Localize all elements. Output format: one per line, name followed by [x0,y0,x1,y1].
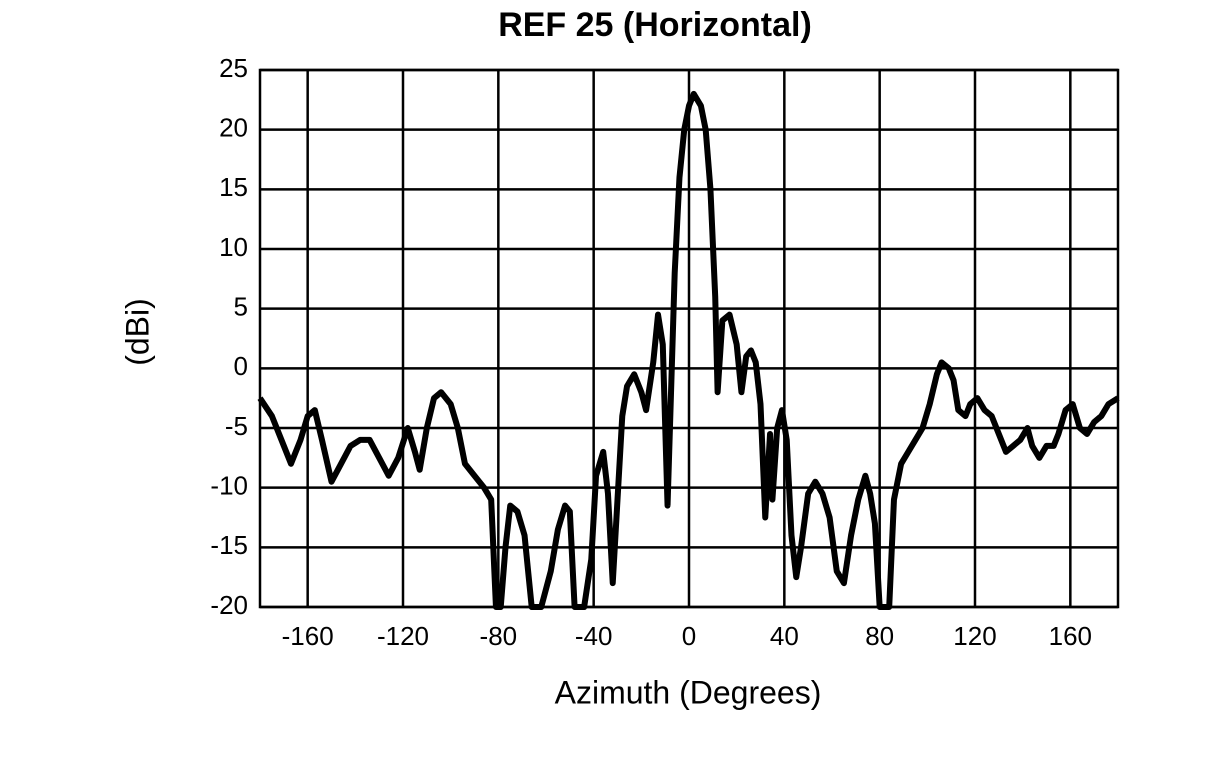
y-axis-label: (dBi) [119,298,155,366]
y-tick-label: 25 [219,53,248,83]
x-axis-label: Azimuth (Degrees) [555,674,822,710]
y-tick-label: 20 [219,113,248,143]
x-tick-label: -80 [480,621,518,651]
chart-title: REF 25 (Horizontal) [498,6,812,44]
y-tick-label: 10 [219,232,248,262]
y-tick-label: -10 [210,471,248,501]
y-tick-label: 0 [234,351,248,381]
x-tick-label: 120 [953,621,996,651]
x-tick-label: 0 [682,621,696,651]
x-tick-label: -120 [377,621,429,651]
y-tick-label: -5 [225,411,248,441]
data-line [257,90,1120,610]
x-tick-label: 40 [770,621,799,651]
x-tick-label: -160 [282,621,334,651]
x-tick-label: 160 [1049,621,1092,651]
y-tick-label: -15 [210,530,248,560]
y-tick-label: 5 [234,292,248,322]
y-tick-label: -20 [210,590,248,620]
y-tick-label: 15 [219,172,248,202]
x-tick-label: 80 [865,621,894,651]
x-tick-label: -40 [575,621,613,651]
